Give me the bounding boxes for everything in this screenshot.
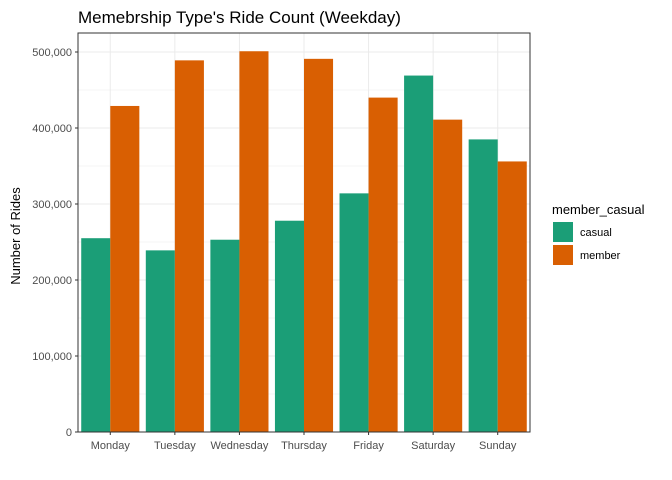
- bar-casual-friday: [339, 193, 369, 432]
- x-tick-label: Saturday: [411, 440, 456, 452]
- bar-casual-sunday: [468, 139, 498, 432]
- bar-casual-wednesday: [210, 239, 240, 432]
- bar-member-saturday: [433, 119, 463, 432]
- bar-casual-thursday: [274, 220, 304, 432]
- y-axis-title: Number of Rides: [8, 187, 23, 285]
- x-tick-label: Tuesday: [154, 440, 196, 452]
- chart-title: Memebrship Type's Ride Count (Weekday): [78, 8, 401, 27]
- x-tick-label: Monday: [91, 440, 131, 452]
- x-tick-label: Wednesday: [210, 440, 268, 452]
- y-tick-label: 100,000: [32, 351, 72, 363]
- bar-casual-saturday: [404, 75, 434, 432]
- x-tick-label: Sunday: [479, 440, 517, 452]
- bar-casual-monday: [81, 238, 111, 432]
- legend-key-casual: [553, 222, 573, 242]
- y-tick-label: 0: [66, 427, 72, 439]
- legend-title: member_casual: [552, 202, 645, 217]
- legend-key-member: [553, 245, 573, 265]
- x-tick-label: Thursday: [281, 440, 327, 452]
- y-tick-label: 500,000: [32, 47, 72, 59]
- panel-border: [77, 32, 531, 433]
- bar-member-monday: [110, 105, 140, 433]
- bar-casual-tuesday: [145, 250, 175, 432]
- legend-label-member: member: [580, 250, 621, 262]
- y-tick-label: 200,000: [32, 275, 72, 287]
- bar-member-thursday: [304, 58, 334, 433]
- bar-member-wednesday: [239, 51, 269, 433]
- legend-label-casual: casual: [580, 227, 612, 239]
- x-tick-label: Friday: [353, 440, 384, 452]
- bar-member-sunday: [497, 161, 527, 432]
- bar-member-tuesday: [174, 60, 204, 433]
- y-tick-label: 300,000: [32, 199, 72, 211]
- legend: member_casual casual member: [552, 202, 645, 265]
- bar-member-friday: [368, 97, 398, 432]
- y-tick-label: 400,000: [32, 123, 72, 135]
- bars: [81, 51, 527, 433]
